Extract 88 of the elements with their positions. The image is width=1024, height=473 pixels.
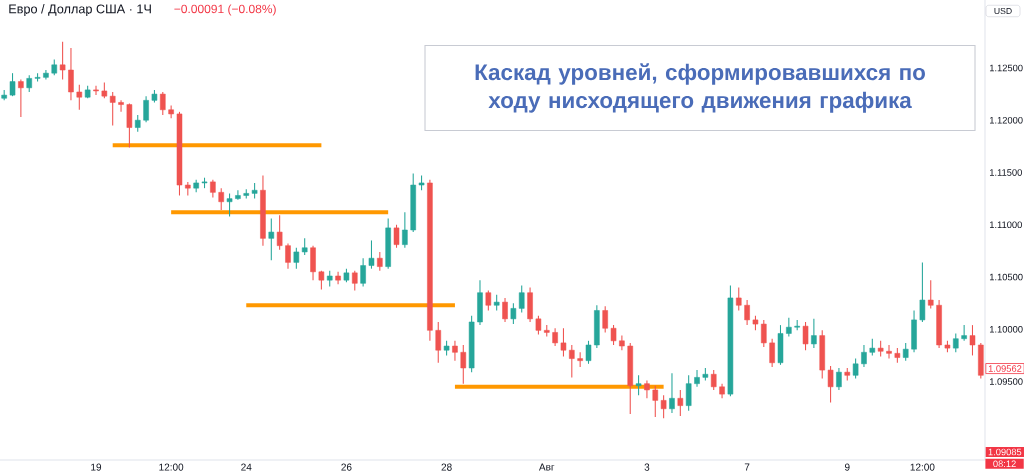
candlestick <box>335 271 341 285</box>
x-tick-label: 12:00 <box>910 463 935 471</box>
candlestick <box>635 374 642 396</box>
y-tick-label: 1.12500 <box>989 64 1023 72</box>
candlestick <box>569 344 575 378</box>
candlestick <box>961 324 967 342</box>
x-tick-label: 3 <box>644 463 650 471</box>
y-tick-label: 1.11000 <box>989 221 1022 229</box>
candlestick <box>669 372 675 414</box>
candlestick <box>118 99 124 113</box>
candlestick <box>18 78 24 118</box>
candlestick <box>285 243 291 270</box>
candlestick <box>861 344 867 368</box>
candlestick <box>953 332 959 353</box>
candlestick <box>402 211 408 249</box>
y-tick-label: 1.12000 <box>989 116 1023 124</box>
x-tick-label: 12:00 <box>159 463 184 471</box>
candlestick <box>610 324 617 346</box>
candlestick <box>109 91 116 126</box>
candlestick <box>160 91 166 116</box>
candlestick <box>93 85 99 96</box>
candlestick <box>377 251 383 272</box>
candlestick <box>602 305 608 333</box>
candlestick <box>694 369 700 388</box>
candlestick <box>168 105 174 119</box>
candlestick <box>218 187 224 211</box>
chart-title: Евро / Доллар США · 1Ч <box>9 4 151 16</box>
annotation: Каскад уровней, сформировавшихся по ходу нисходящего движения графика <box>475 63 925 113</box>
candlestick <box>786 317 792 338</box>
candlestick <box>502 297 508 323</box>
y-tick-label: 1.10000 <box>989 326 1023 333</box>
candlestick <box>836 367 842 391</box>
candlestick <box>744 299 750 326</box>
candlestick <box>735 286 742 312</box>
y-tick-label: 1.11500 <box>989 169 1022 176</box>
y-axis-title: USD <box>994 7 1012 15</box>
candlestick <box>802 321 809 351</box>
candlestick <box>352 270 358 292</box>
candlestick <box>393 224 400 249</box>
candlestick <box>685 374 692 412</box>
candlestick <box>535 315 542 336</box>
candlestick <box>886 344 892 360</box>
chart-subtitle: −0.00091 (−0.08%) <box>174 4 276 16</box>
x-tick-label: 19 <box>91 463 102 471</box>
candlestick <box>59 41 66 80</box>
candlestick <box>677 389 684 417</box>
candlestick <box>518 284 525 314</box>
candlestick <box>969 324 976 356</box>
x-tick-label: Авг <box>538 463 555 471</box>
candlestick <box>235 189 241 201</box>
candlestick <box>811 318 817 349</box>
candlestick <box>827 365 834 404</box>
candlestick <box>585 340 592 365</box>
y-tick-label: 1.09500 <box>989 378 1023 385</box>
candlestick <box>68 47 74 101</box>
candlestick <box>761 319 767 348</box>
x-tick-label: 26 <box>341 463 352 471</box>
x-tick-label: 28 <box>441 463 452 471</box>
y-tick-label: 1.10500 <box>989 273 1023 281</box>
candlestick <box>485 290 492 312</box>
candlestick <box>460 344 467 385</box>
candlestick <box>276 214 283 251</box>
candlestick <box>293 247 300 270</box>
candlestick <box>435 321 442 364</box>
text: 1.09085 <box>988 448 1022 456</box>
candlestick <box>710 369 717 391</box>
candlestick <box>644 379 650 399</box>
candlestick <box>452 340 458 362</box>
x-tick-label: 24 <box>241 463 252 471</box>
candlestick <box>268 217 275 261</box>
candlestick <box>143 95 149 123</box>
candlestick <box>76 84 83 111</box>
text: 1.09562 <box>988 365 1022 372</box>
text: 08:12 <box>993 460 1016 468</box>
candlestick <box>769 338 775 368</box>
candlestick <box>852 358 859 379</box>
candlestick <box>927 279 934 309</box>
x-tick-label: 9 <box>844 463 850 471</box>
candlestick <box>560 327 567 358</box>
candlestick <box>126 102 133 148</box>
x-tick-label: 7 <box>744 463 750 471</box>
candlestick <box>919 261 926 323</box>
candlestick <box>660 394 667 419</box>
candlestick <box>226 192 233 217</box>
candlestick <box>368 239 375 270</box>
candlestick <box>652 385 659 418</box>
candlestick <box>360 257 366 287</box>
candlestick <box>510 302 517 325</box>
